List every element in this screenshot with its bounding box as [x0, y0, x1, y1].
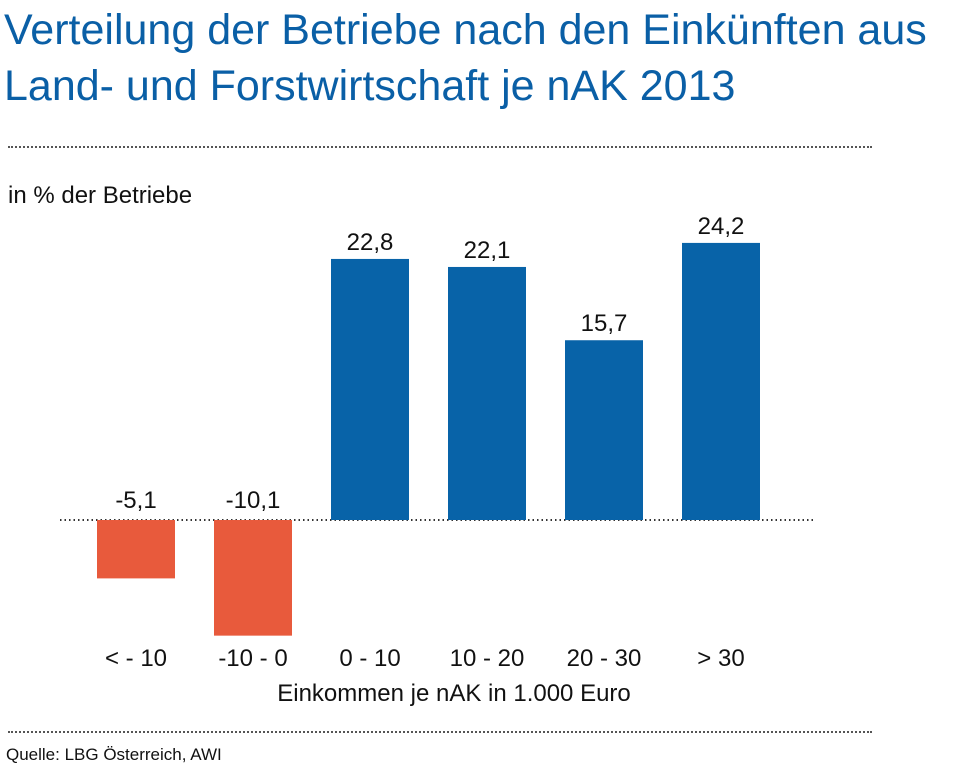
bar-2: [331, 258, 409, 520]
data-label-0: -5,1: [115, 487, 156, 514]
bar-4: [565, 340, 643, 520]
bar-5: [682, 242, 760, 520]
data-label-3: 22,1: [464, 237, 511, 264]
category-label-2: 0 - 10: [339, 645, 400, 672]
data-label-4: 15,7: [581, 310, 628, 337]
category-label-5: > 30: [697, 645, 744, 672]
data-label-2: 22,8: [347, 229, 394, 256]
bar-3: [448, 266, 526, 520]
data-label-5: 24,2: [698, 213, 745, 240]
bar-0: [97, 520, 175, 579]
bottom-divider: [8, 731, 872, 733]
category-label-1: -10 - 0: [218, 645, 287, 672]
top-divider: [8, 146, 872, 148]
x-axis-label: Einkommen je nAK in 1.000 Euro: [277, 680, 631, 707]
category-label-4: 20 - 30: [567, 645, 642, 672]
chart-title: Verteilung der Betriebe nach den Einkünf…: [4, 6, 927, 110]
source-note: Quelle: LBG Österreich, AWI: [6, 745, 222, 764]
category-label-0: < - 10: [105, 645, 167, 672]
y-axis-label: in % der Betriebe: [8, 182, 193, 209]
bar-1: [214, 520, 292, 636]
data-label-1: -10,1: [226, 487, 281, 514]
category-label-3: 10 - 20: [450, 645, 525, 672]
